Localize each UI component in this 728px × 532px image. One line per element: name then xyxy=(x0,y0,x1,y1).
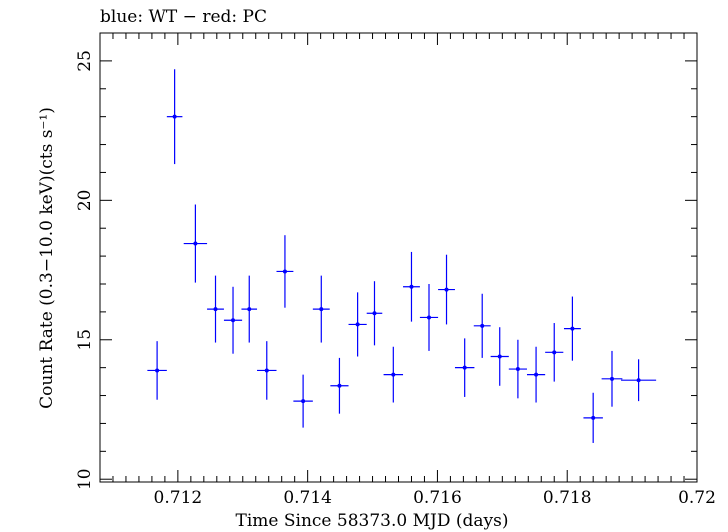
data-point xyxy=(419,283,439,351)
data-marker xyxy=(264,368,269,373)
data-point xyxy=(312,275,330,343)
data-points xyxy=(147,69,657,443)
data-point xyxy=(438,254,455,325)
data-point xyxy=(293,374,313,428)
y-tick-label: 10 xyxy=(75,468,95,490)
data-marker xyxy=(591,415,596,420)
data-point xyxy=(563,296,581,361)
data-marker xyxy=(552,350,557,355)
y-tick-label: 20 xyxy=(75,190,95,212)
data-point xyxy=(545,323,564,382)
data-marker xyxy=(155,368,160,373)
data-point xyxy=(601,350,623,407)
data-point xyxy=(526,346,546,403)
data-point xyxy=(366,281,383,346)
data-point xyxy=(490,327,509,386)
x-tick-label: 0.718 xyxy=(543,488,592,508)
data-marker xyxy=(462,365,467,370)
data-marker xyxy=(337,383,342,388)
data-point xyxy=(257,341,277,400)
data-point xyxy=(383,346,404,403)
x-tick-label: 0.716 xyxy=(413,488,462,508)
data-marker xyxy=(409,284,414,289)
data-marker xyxy=(444,287,449,292)
data-marker xyxy=(391,372,396,377)
data-marker xyxy=(372,311,377,316)
data-marker xyxy=(213,307,218,312)
data-marker xyxy=(231,318,236,323)
data-marker xyxy=(301,399,306,404)
data-point xyxy=(166,69,183,165)
data-marker xyxy=(193,241,198,246)
data-point xyxy=(583,392,603,443)
data-marker xyxy=(570,326,575,331)
data-point xyxy=(621,359,657,402)
y-tick-label: 25 xyxy=(75,50,95,72)
data-marker xyxy=(480,323,485,328)
data-marker xyxy=(636,378,641,383)
data-marker xyxy=(497,354,502,359)
data-marker xyxy=(172,114,177,119)
x-tick-label: 0.714 xyxy=(283,488,332,508)
data-point xyxy=(330,357,349,414)
data-point xyxy=(508,339,527,399)
axis-ticks xyxy=(99,32,698,482)
data-point xyxy=(147,341,167,400)
y-axis-title: Count Rate (0.3−10.0 keV)(cts s⁻¹) xyxy=(37,107,57,409)
plot-frame xyxy=(99,32,698,483)
data-marker xyxy=(534,372,539,377)
data-marker xyxy=(319,307,324,312)
data-marker xyxy=(282,269,287,274)
x-axis-title: Time Since 58373.0 MJD (days) xyxy=(236,511,509,531)
data-point xyxy=(183,204,208,283)
data-point xyxy=(223,286,243,354)
data-point xyxy=(403,251,420,322)
data-point xyxy=(241,275,258,343)
axis-tick-labels: 0.712 0.714 0.716 0.718 0.72 10 15 20 25 xyxy=(75,50,716,508)
x-tick-label: 0.72 xyxy=(678,488,716,508)
data-point xyxy=(454,338,475,397)
data-point xyxy=(207,275,224,343)
y-tick-label: 15 xyxy=(75,329,95,351)
x-tick-label: 0.712 xyxy=(154,488,203,508)
data-marker xyxy=(247,307,252,312)
data-marker xyxy=(515,367,520,372)
chart-title: blue: WT − red: PC xyxy=(100,7,267,27)
data-point xyxy=(348,292,367,357)
data-point xyxy=(473,293,491,358)
data-marker xyxy=(426,315,431,320)
data-marker xyxy=(609,376,614,381)
data-marker xyxy=(355,322,360,327)
data-point xyxy=(276,235,294,308)
